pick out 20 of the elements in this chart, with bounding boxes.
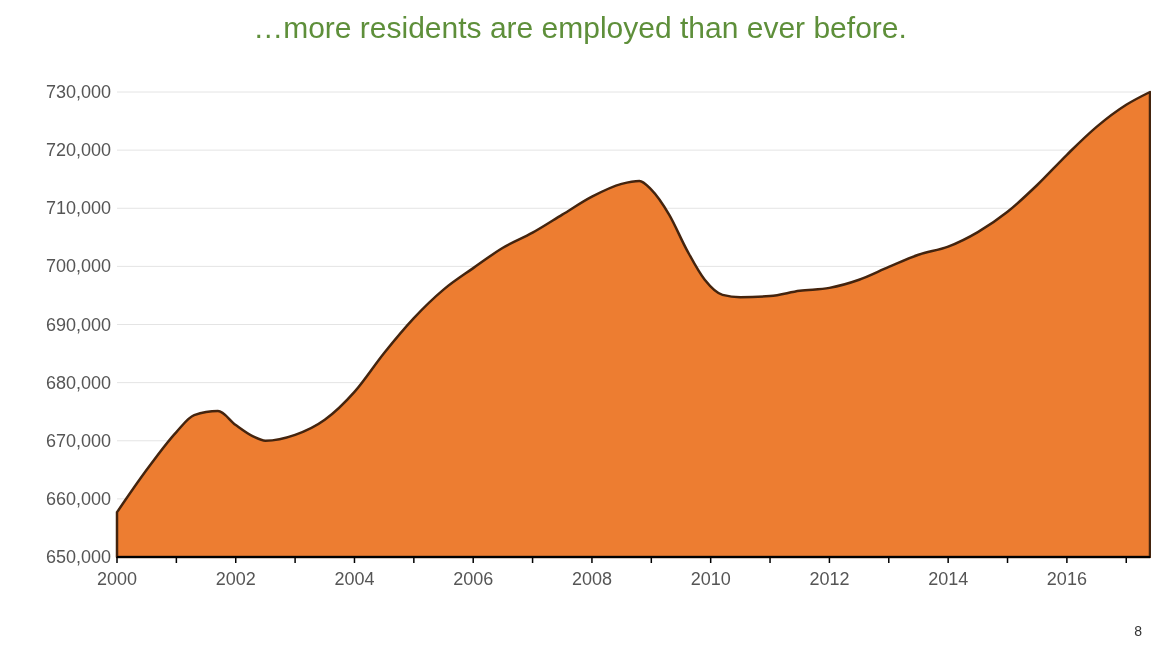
x-tick-label: 2004 [334,569,375,589]
chart-title: …more residents are employed than ever before. [253,11,907,44]
y-tick-label: 730,000 [45,82,111,102]
x-tick-label: 2006 [453,569,494,589]
x-tick-label: 2000 [96,569,138,589]
y-tick-label: 660,000 [45,488,111,509]
x-tick-label: 2008 [571,569,612,589]
y-tick-label: 700,000 [45,256,111,277]
x-tick-label: 2012 [809,569,850,589]
y-tick-label: 680,000 [45,372,111,393]
text: 8 [1134,623,1143,639]
y-tick-label: 690,000 [45,314,111,335]
x-tick-label: 2016 [1046,569,1087,589]
y-tick-label: 710,000 [45,198,111,219]
y-tick-label: 670,000 [45,430,111,451]
y-tick-label: 650,000 [45,547,111,567]
x-tick-label: 2002 [215,569,256,589]
y-tick-label: 720,000 [45,140,111,161]
x-tick-label: 2014 [928,569,969,589]
x-tick-label: 2010 [690,569,731,589]
